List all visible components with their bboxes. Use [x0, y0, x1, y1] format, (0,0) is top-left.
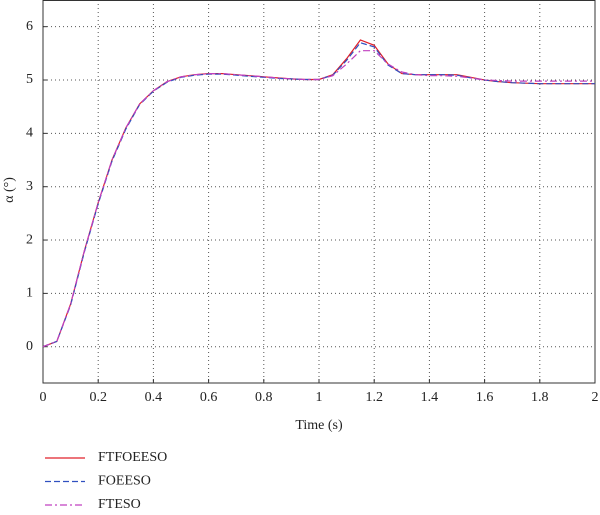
x-tick-label: 2 [592, 390, 599, 405]
x-tick-label: 0.6 [200, 390, 218, 405]
x-axis-label: Time (s) [295, 418, 343, 433]
y-tick-label: 1 [26, 286, 33, 301]
plot-frame [42, 0, 596, 384]
legend-label: FOEESO [98, 474, 151, 489]
y-tick-label: 2 [26, 232, 33, 247]
x-tick-label: 1.2 [365, 390, 383, 405]
x-tick-label: 0.4 [145, 390, 163, 405]
x-tick-label: 1.6 [476, 390, 494, 405]
y-tick-label: 5 [26, 72, 33, 87]
y-tick-label: 3 [26, 179, 33, 194]
x-tick-label: 1.4 [421, 390, 439, 405]
y-tick-label: 4 [26, 126, 33, 141]
y-axis-label: α (°) [2, 177, 17, 203]
legend-label: FTESO [98, 497, 141, 512]
legend-label: FTFOEESO [98, 450, 167, 465]
x-tick-label: 1 [316, 390, 323, 405]
y-tick-label: 6 [26, 19, 33, 34]
x-tick-label: 0.2 [89, 390, 107, 405]
x-tick-label: 0 [40, 390, 47, 405]
x-tick-label: 1.8 [531, 390, 549, 405]
x-tick-label: 0.8 [255, 390, 273, 405]
y-tick-label: 0 [26, 339, 33, 354]
line-series [42, 50, 595, 348]
